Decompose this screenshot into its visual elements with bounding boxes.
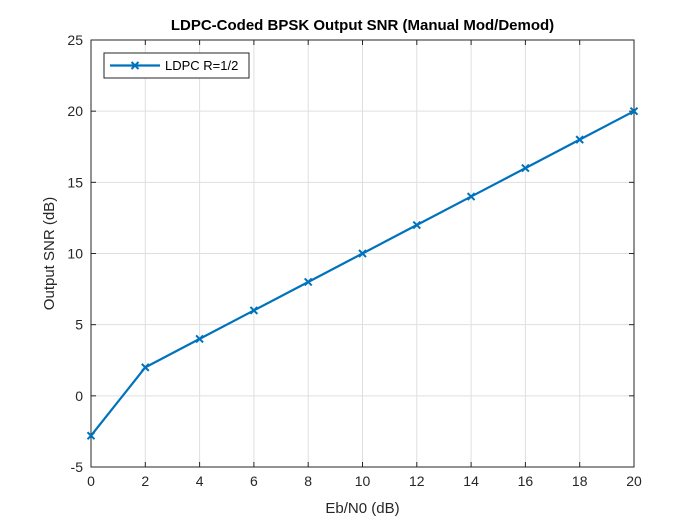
chart-title: LDPC-Coded BPSK Output SNR (Manual Mod/D… — [171, 17, 554, 34]
legend-marker — [130, 61, 140, 70]
data-point-marker — [521, 163, 530, 173]
y-tick-label: -5 — [71, 459, 84, 475]
marker-stroke — [629, 106, 639, 116]
y-axis-label: Output SNR (dB) — [41, 197, 58, 310]
legend: LDPC R=1/2 — [103, 52, 250, 79]
marker-stroke — [303, 277, 313, 287]
data-point-marker — [575, 135, 584, 144]
x-tick-label: 16 — [518, 473, 534, 489]
data-point-marker — [249, 306, 259, 315]
data-point-marker — [195, 334, 204, 344]
x-tick-label: 8 — [304, 473, 312, 489]
legend-label: LDPC R=1/2 — [165, 58, 238, 73]
y-tick-label: 20 — [67, 103, 83, 119]
marker-stroke — [86, 431, 96, 440]
marker-stroke — [141, 363, 150, 372]
marker-stroke — [575, 135, 584, 144]
marker-stroke — [412, 220, 422, 230]
marker-stroke — [521, 163, 530, 173]
series-layer — [86, 106, 639, 440]
x-tick-label: 14 — [463, 473, 479, 489]
data-point-marker — [358, 249, 367, 258]
y-tick-label: 5 — [75, 317, 83, 333]
y-tick-label: 25 — [67, 32, 83, 48]
x-tick-label: 20 — [626, 473, 642, 489]
data-point-marker — [629, 106, 639, 116]
data-point-marker — [141, 363, 150, 372]
x-axis-label: Eb/N0 (dB) — [325, 500, 399, 517]
axes — [90, 39, 635, 468]
y-tick-label: 10 — [67, 246, 83, 262]
data-point-marker — [303, 277, 313, 287]
marker-stroke — [466, 192, 476, 201]
data-point-marker — [86, 431, 96, 440]
x-tick-label: 0 — [87, 473, 95, 489]
x-tick-label: 18 — [572, 473, 588, 489]
marker-stroke — [358, 249, 367, 258]
marker-stroke — [195, 334, 204, 344]
y-tick-label: 15 — [67, 174, 83, 190]
x-tick-label: 6 — [250, 473, 258, 489]
marker-stroke — [249, 306, 259, 315]
y-tick-label: 0 — [75, 388, 83, 404]
x-tick-label: 12 — [409, 473, 425, 489]
data-point-marker — [412, 220, 422, 230]
data-point-marker — [466, 192, 476, 201]
x-tick-label: 4 — [196, 473, 204, 489]
x-tick-label: 10 — [355, 473, 371, 489]
x-tick-label: 2 — [141, 473, 149, 489]
